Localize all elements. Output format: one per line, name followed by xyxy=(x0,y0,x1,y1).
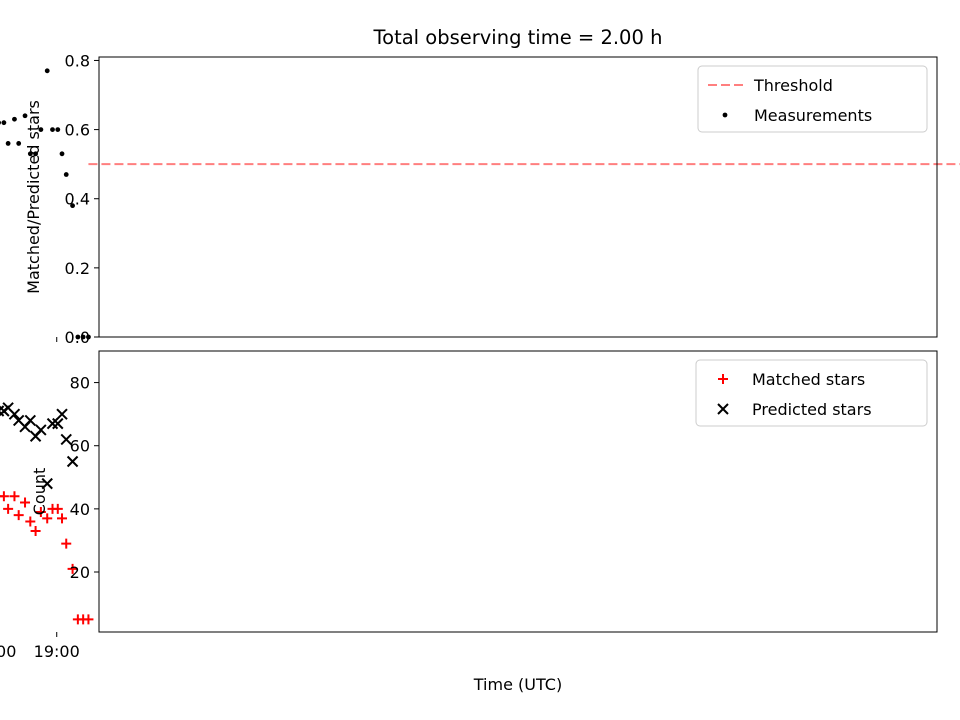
data-point xyxy=(60,433,72,446)
data-point xyxy=(61,538,72,549)
axes-frame xyxy=(98,56,938,338)
data-point xyxy=(72,614,83,625)
legend-plus-swatch xyxy=(718,374,728,384)
data-point xyxy=(59,151,65,157)
data-point xyxy=(47,503,58,514)
data-point xyxy=(0,120,2,125)
data-point xyxy=(0,405,5,417)
data-point xyxy=(35,507,46,518)
series-matched-stars xyxy=(0,491,94,625)
y-tick-label: 20 xyxy=(70,563,90,582)
data-point xyxy=(55,127,61,132)
data-point xyxy=(29,430,42,442)
series-measurements xyxy=(0,68,91,340)
y-axis-label: Matched/Predicted stars xyxy=(24,100,43,294)
legend-label: Measurements xyxy=(754,106,872,125)
data-point xyxy=(66,455,79,468)
y-axis-label: Count xyxy=(30,468,49,516)
legend-box xyxy=(697,65,928,133)
y-tick-label: 0.4 xyxy=(65,190,90,209)
y-tick-label: 80 xyxy=(70,374,90,393)
y-tick-label: 0.6 xyxy=(65,121,90,140)
data-point xyxy=(22,113,28,119)
legend-label: Threshold xyxy=(753,76,833,95)
series-predicted-stars xyxy=(0,402,79,490)
data-point xyxy=(0,495,4,498)
data-point xyxy=(5,141,11,146)
legend: Matched stars Predicted stars xyxy=(695,359,928,427)
y-tick-label: 0.2 xyxy=(65,259,90,278)
data-point xyxy=(27,151,33,157)
data-point xyxy=(1,120,7,126)
legend-x-swatch xyxy=(717,403,729,415)
data-point xyxy=(46,417,59,430)
ratio-panel: 0.0 0.2 0.4 0.6 0.8 Total observing time = 2.… xyxy=(0,26,960,347)
data-point xyxy=(38,127,44,132)
data-point xyxy=(30,525,41,536)
data-point xyxy=(25,516,36,527)
legend-box xyxy=(695,359,928,427)
data-point xyxy=(13,510,24,521)
data-point xyxy=(52,417,64,430)
data-point xyxy=(56,408,68,420)
data-point xyxy=(67,563,78,574)
data-point xyxy=(41,477,53,490)
data-point xyxy=(75,334,81,340)
data-point xyxy=(42,513,53,524)
data-point xyxy=(86,334,91,340)
chart-title: Total observing time = 2.00 h xyxy=(373,26,663,49)
data-point xyxy=(20,497,31,508)
legend-dot-swatch xyxy=(722,112,728,118)
data-point xyxy=(63,172,69,177)
data-point xyxy=(33,151,38,157)
data-point xyxy=(70,203,75,209)
y-tick-label: 0.8 xyxy=(65,51,90,70)
legend-label: Predicted stars xyxy=(752,400,872,419)
x-tick-label: 20:00 xyxy=(0,642,16,661)
legend-label: Matched stars xyxy=(752,370,865,389)
data-point xyxy=(57,513,68,524)
count-panel: 2040608019:0020:0021:0022:0023:0000:0001… xyxy=(0,350,938,694)
y-tick-label: 0.0 xyxy=(65,328,90,347)
data-point xyxy=(16,141,22,146)
axes-frame xyxy=(98,350,938,633)
x-tick-label: 19:00 xyxy=(34,642,80,661)
data-point xyxy=(80,334,86,340)
y-tick-label: 60 xyxy=(70,437,90,456)
data-point xyxy=(12,116,17,122)
data-point xyxy=(50,127,55,132)
data-point xyxy=(12,414,25,427)
data-point xyxy=(9,491,20,502)
legend: Threshold Measurements xyxy=(697,65,928,133)
data-point xyxy=(3,503,14,514)
data-point xyxy=(44,68,50,74)
y-tick-label: 40 xyxy=(70,500,90,519)
x-axis-label: Time (UTC) xyxy=(473,675,562,694)
